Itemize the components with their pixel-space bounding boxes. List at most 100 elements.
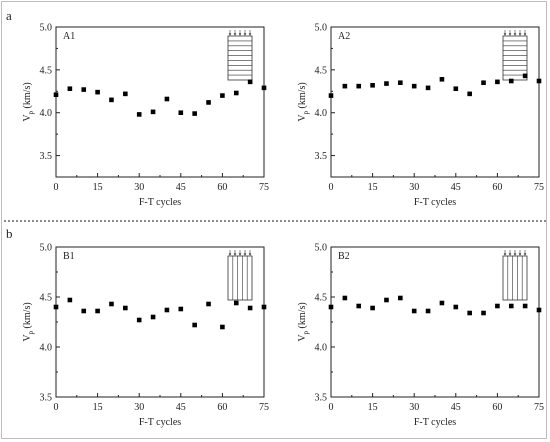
x-tick-label: 0 bbox=[329, 402, 334, 413]
data-point bbox=[481, 80, 486, 86]
data-point bbox=[508, 78, 514, 84]
data-point bbox=[425, 308, 431, 314]
chart-a2: 0 15 30 45 60 75 3.5 4.0 4.5 5.0 F-T cycles Vp (km/… bbox=[297, 23, 544, 209]
data-point bbox=[467, 310, 472, 316]
data-point bbox=[233, 90, 239, 96]
load-arrow-head bbox=[508, 253, 512, 256]
y-tick-label: 4.0 bbox=[315, 343, 328, 354]
specimen-body bbox=[502, 35, 528, 81]
data-point bbox=[356, 83, 362, 89]
data-point bbox=[439, 76, 445, 82]
x-tick-label: 15 bbox=[368, 182, 378, 193]
load-arrow-head bbox=[248, 33, 252, 36]
data-point bbox=[123, 91, 128, 97]
x-axis-label: F-T cycles bbox=[139, 417, 181, 428]
x-axis-label: F-T cycles bbox=[414, 197, 456, 208]
data-point bbox=[467, 91, 472, 97]
data-point bbox=[356, 303, 362, 309]
panel-letter-a: a bbox=[6, 8, 12, 23]
data-point bbox=[522, 73, 528, 79]
data-point bbox=[370, 82, 375, 88]
x-tick-label: 60 bbox=[217, 182, 227, 193]
load-arrow-head bbox=[508, 33, 512, 36]
data-point bbox=[233, 300, 239, 306]
specimen-inset-icon bbox=[227, 30, 253, 81]
x-tick-label: 30 bbox=[134, 402, 144, 413]
panel-letter-b: b bbox=[6, 226, 13, 241]
specimen-inset-icon bbox=[502, 250, 528, 301]
data-point bbox=[481, 310, 486, 316]
data-point bbox=[370, 305, 375, 311]
x-tick-label: 15 bbox=[93, 402, 103, 413]
load-arrow-head bbox=[518, 253, 522, 256]
load-arrow-head bbox=[243, 253, 247, 256]
data-point bbox=[384, 81, 389, 86]
load-arrow-head bbox=[523, 33, 527, 36]
data-point bbox=[53, 304, 59, 310]
panel-tag: A2 bbox=[338, 31, 350, 42]
x-tick-label: 45 bbox=[451, 402, 461, 413]
data-point bbox=[261, 85, 267, 91]
panel-tag: B1 bbox=[63, 251, 75, 262]
specimen-inset-icon bbox=[227, 250, 253, 301]
load-arrow-head bbox=[243, 33, 247, 36]
data-point bbox=[109, 97, 114, 103]
x-tick-label: 15 bbox=[93, 182, 103, 193]
load-arrow-head bbox=[238, 253, 242, 256]
load-arrow-head bbox=[238, 33, 242, 36]
y-tick-label: 4.0 bbox=[315, 108, 328, 119]
section-divider bbox=[4, 220, 546, 222]
load-arrow-head bbox=[248, 253, 252, 256]
chart-a1: 0 15 30 45 60 75 3.5 4.0 4.5 5.0 F-T cycles Vp (km/… bbox=[22, 23, 269, 209]
data-point bbox=[123, 305, 128, 311]
x-tick-label: 60 bbox=[492, 182, 502, 193]
panel-tag: A1 bbox=[63, 31, 75, 42]
y-tick-label: 5.0 bbox=[315, 23, 328, 34]
data-point bbox=[150, 314, 156, 320]
load-arrow-head bbox=[228, 33, 232, 36]
x-tick-label: 60 bbox=[217, 402, 227, 413]
data-point bbox=[342, 83, 348, 89]
specimen-body bbox=[227, 35, 253, 81]
y-tick-label: 5.0 bbox=[315, 243, 328, 254]
y-axis-label: Vp (km/s) bbox=[297, 82, 310, 121]
x-tick-label: 0 bbox=[54, 182, 59, 193]
data-point bbox=[522, 303, 528, 309]
data-point bbox=[164, 307, 170, 313]
data-point bbox=[81, 87, 87, 92]
data-point bbox=[261, 304, 267, 310]
data-point bbox=[136, 317, 142, 323]
x-axis-label: F-T cycles bbox=[139, 197, 181, 208]
chart-b1: 0 15 30 45 60 75 3.5 4.0 4.5 5.0 F-T cycles Vp (km/… bbox=[22, 243, 269, 429]
load-arrow-head bbox=[503, 253, 507, 256]
data-point bbox=[453, 304, 459, 310]
data-point bbox=[342, 295, 348, 301]
data-point bbox=[398, 295, 403, 301]
data-point bbox=[178, 110, 184, 116]
data-point bbox=[411, 83, 417, 89]
data-point bbox=[53, 92, 59, 98]
x-tick-label: 45 bbox=[176, 402, 186, 413]
panel-tag: B2 bbox=[338, 251, 350, 262]
x-tick-label: 30 bbox=[134, 182, 144, 193]
x-tick-label: 75 bbox=[259, 402, 269, 413]
load-arrow-head bbox=[233, 253, 237, 256]
data-point bbox=[384, 297, 389, 303]
data-point bbox=[247, 305, 253, 311]
x-tick-label: 75 bbox=[259, 182, 269, 193]
y-tick-label: 5.0 bbox=[40, 243, 53, 254]
y-tick-label: 3.5 bbox=[315, 393, 328, 404]
data-point bbox=[247, 79, 253, 85]
data-point bbox=[109, 301, 114, 307]
data-point bbox=[495, 303, 500, 309]
y-axis-label: Vp (km/s) bbox=[297, 302, 310, 341]
y-tick-label: 4.5 bbox=[40, 65, 53, 76]
load-arrow-head bbox=[503, 33, 507, 36]
data-point bbox=[206, 100, 211, 105]
y-tick-label: 3.5 bbox=[315, 151, 328, 162]
data-point bbox=[495, 79, 500, 85]
specimen-body bbox=[502, 255, 528, 301]
data-point bbox=[178, 306, 184, 312]
y-tick-label: 3.5 bbox=[40, 393, 53, 404]
